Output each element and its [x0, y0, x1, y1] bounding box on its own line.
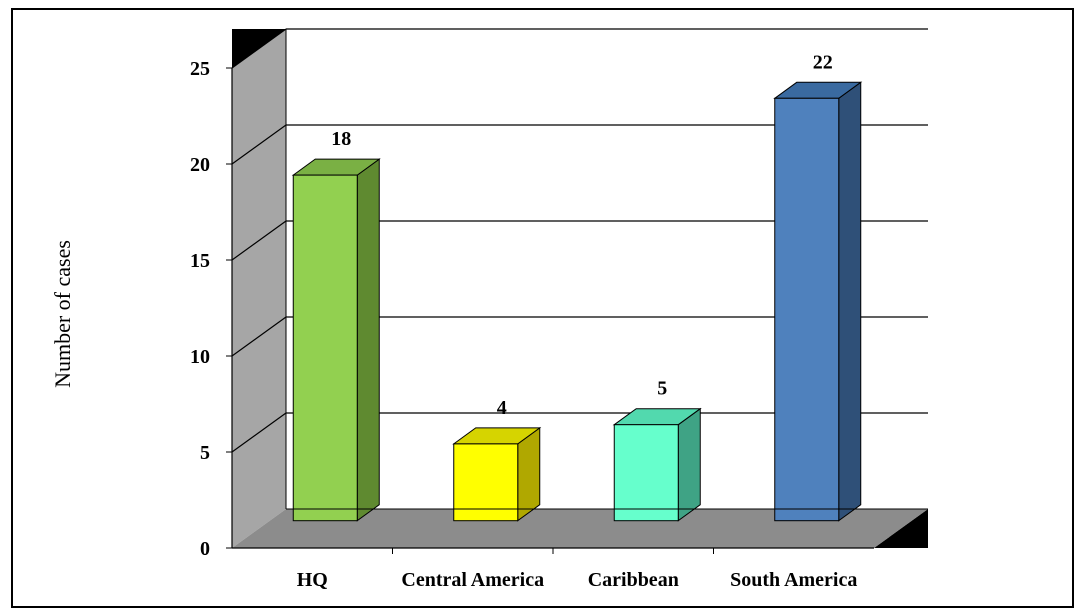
bar-front: [453, 443, 519, 522]
side-gridline: [231, 28, 287, 69]
y-tick-label: 20: [190, 154, 210, 176]
x-tick-label: Caribbean: [588, 569, 679, 591]
bar-caribbean: [612, 407, 702, 522]
y-tick-label: 15: [190, 250, 210, 272]
side-gridline: [231, 316, 287, 357]
bar-hq: [291, 158, 381, 522]
side-wall: [232, 29, 286, 548]
floor: [232, 509, 928, 548]
x-tick-label: South America: [730, 569, 857, 591]
bar-side: [356, 158, 380, 522]
bar-front: [613, 424, 679, 522]
bar-central-america: [452, 426, 542, 522]
x-tick-label: Central America: [401, 569, 544, 591]
y-tick-label: 10: [190, 346, 210, 368]
side-gridline: [231, 412, 287, 453]
y-axis-title: Number of cases: [50, 240, 75, 388]
bar-side: [677, 407, 701, 522]
x-tick-label: HQ: [297, 569, 328, 591]
bar-front: [774, 97, 840, 522]
data-label: 4: [497, 397, 507, 419]
side-gridline: [231, 124, 287, 165]
bar-south-america: [773, 81, 863, 522]
data-label: 5: [657, 378, 667, 400]
side-gridline: [231, 220, 287, 261]
y-tick-label: 5: [200, 442, 210, 464]
back-wall: [286, 29, 928, 509]
bar-side: [838, 81, 862, 522]
y-tick-label: 0: [200, 538, 210, 560]
data-label: 22: [813, 51, 833, 73]
data-label: 18: [331, 128, 351, 150]
y-tick-label: 25: [190, 58, 210, 80]
bar-front: [292, 174, 358, 522]
